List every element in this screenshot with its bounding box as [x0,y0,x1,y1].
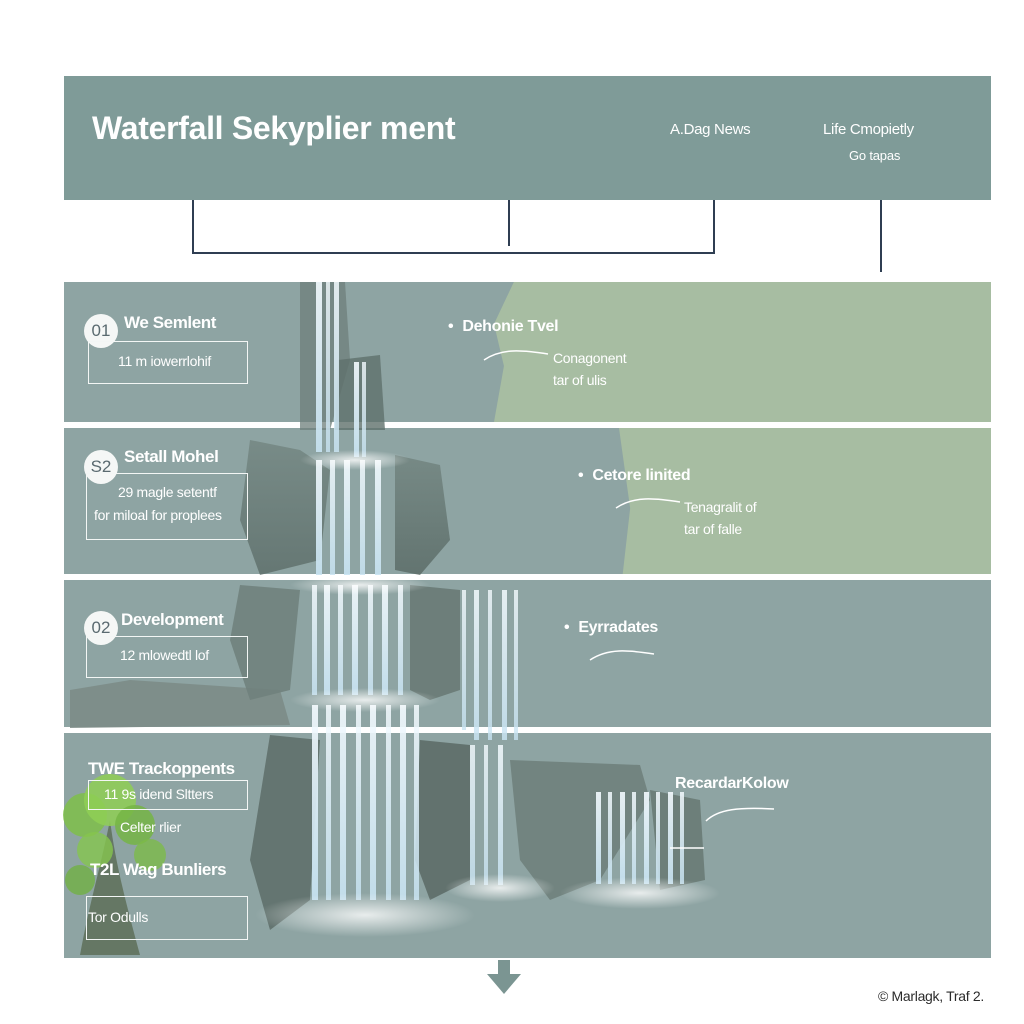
page-title: Waterfall Sekyplier ment [92,110,456,146]
connector-right-drop [713,200,715,254]
footer-credit: © Marlagk, Traf 2. [877,988,984,1004]
side-text-line: Tenagralit of [684,499,757,515]
side-text-line: tar of falle [684,521,742,537]
stage-band-2 [64,428,991,574]
nav-link-life-sub[interactable]: Go tapas [849,148,901,163]
band-accent [494,282,991,422]
down-arrow-icon [487,960,521,994]
bullet-label-text: Cetore linited [592,467,691,484]
info-box-text: 12 mlowedtl lof [120,647,209,663]
step-heading-secondary: T2L Wag Bunliers [90,860,227,879]
info-box-text: 29 magle setentf [118,484,217,500]
bullet-label: • Eyrradates [564,619,659,636]
swoosh-line-icon [589,650,655,661]
header-banner: Waterfall Sekyplier ment A.Dag News Life… [64,76,991,200]
step-number: 01 [84,314,118,348]
info-box [86,473,248,540]
right-heading: RecardarKolow [675,775,789,792]
step-number: 02 [84,611,118,645]
info-box [86,896,248,940]
side-text: Conagonent tar of ulis [553,347,627,391]
pointer-line-icon [670,847,704,849]
connector-middle [508,200,510,246]
side-text-line: tar of ulis [553,372,607,388]
connector-horizontal [192,252,715,254]
info-box-text: 11 m iowerrlohif [118,353,211,369]
side-text-line: Conagonent [553,350,627,366]
nav-link-life[interactable]: Life Cmopietly [823,121,914,138]
connector-far-right [880,200,882,272]
sub-label: Celter rlier [120,819,181,835]
swoosh-line-icon [705,807,775,822]
bullet-label-text: Dehonie Tvel [462,318,559,335]
step-heading: TWE Trackoppents [88,759,235,778]
info-box [86,636,248,678]
info-box-text: for miloal for proplees [94,507,222,523]
side-text: Tenagralit of tar of falle [684,496,757,540]
info-box [88,341,248,384]
step-heading: We Semlent [124,313,217,332]
nav-link-news[interactable]: A.Dag News [670,121,751,138]
band-accent [619,428,991,574]
swoosh-line-icon [483,350,549,361]
info-box-text: Tor Odulls [88,909,149,925]
bullet-label: • Cetore linited [578,467,691,484]
swoosh-line-icon [615,498,681,509]
connector-left-drop [192,200,194,254]
info-box [88,780,248,810]
bullet-label-text: Eyrradates [578,619,659,636]
step-heading: Development [121,610,224,629]
bullet-label: • Dehonie Tvel [448,318,559,335]
tree-icon [63,774,166,955]
step-number: S2 [84,450,118,484]
info-box-text: 11 9s idend Sltters [104,786,214,802]
step-heading: Setall Mohel [124,447,219,466]
stage-band-1 [64,282,991,422]
